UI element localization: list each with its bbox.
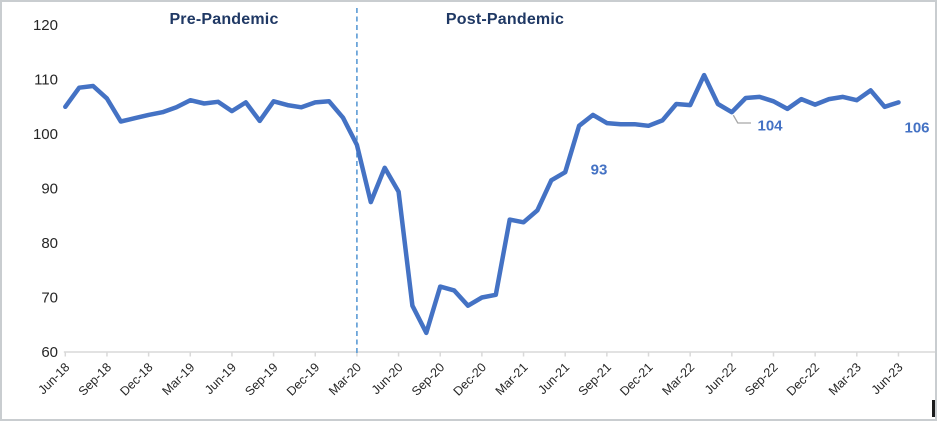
svg-text:Mar-19: Mar-19 [160, 360, 198, 398]
svg-text:70: 70 [41, 290, 58, 307]
pre-pandemic-label: Pre-Pandemic [169, 11, 279, 28]
svg-text:Dec-21: Dec-21 [617, 360, 655, 398]
corner-mark [932, 400, 935, 417]
svg-text:Sep-21: Sep-21 [576, 360, 614, 398]
svg-text:Mar-23: Mar-23 [826, 360, 864, 398]
svg-text:Sep-22: Sep-22 [742, 360, 780, 398]
svg-text:Sep-19: Sep-19 [242, 360, 280, 398]
data-label-jun21: 93 [590, 161, 608, 179]
svg-text:110: 110 [34, 72, 58, 89]
svg-text:100: 100 [33, 126, 58, 143]
svg-text:Mar-21: Mar-21 [493, 360, 531, 398]
svg-text:Jun-23: Jun-23 [869, 360, 906, 397]
svg-text:Dec-18: Dec-18 [117, 360, 155, 398]
svg-text:Jun-18: Jun-18 [35, 360, 72, 397]
svg-text:60: 60 [41, 344, 58, 361]
svg-text:120: 120 [33, 17, 58, 34]
svg-text:Sep-20: Sep-20 [409, 360, 447, 398]
svg-text:Mar-20: Mar-20 [326, 360, 364, 398]
svg-text:80: 80 [41, 235, 58, 252]
svg-text:Dec-19: Dec-19 [284, 360, 322, 398]
data-label-jun23: 106 [904, 119, 930, 137]
svg-text:90: 90 [41, 181, 58, 198]
svg-text:Jun-21: Jun-21 [535, 360, 572, 397]
data-label-jun22: 104 [757, 117, 783, 135]
svg-text:Jun-19: Jun-19 [202, 360, 239, 397]
svg-text:Jun-22: Jun-22 [702, 360, 739, 397]
svg-text:Sep-18: Sep-18 [76, 360, 114, 398]
post-pandemic-label: Post-Pandemic [445, 11, 565, 28]
svg-text:Dec-22: Dec-22 [784, 360, 822, 398]
svg-text:Mar-22: Mar-22 [659, 360, 697, 398]
svg-text:Dec-20: Dec-20 [451, 360, 489, 398]
svg-text:Jun-20: Jun-20 [369, 360, 406, 397]
